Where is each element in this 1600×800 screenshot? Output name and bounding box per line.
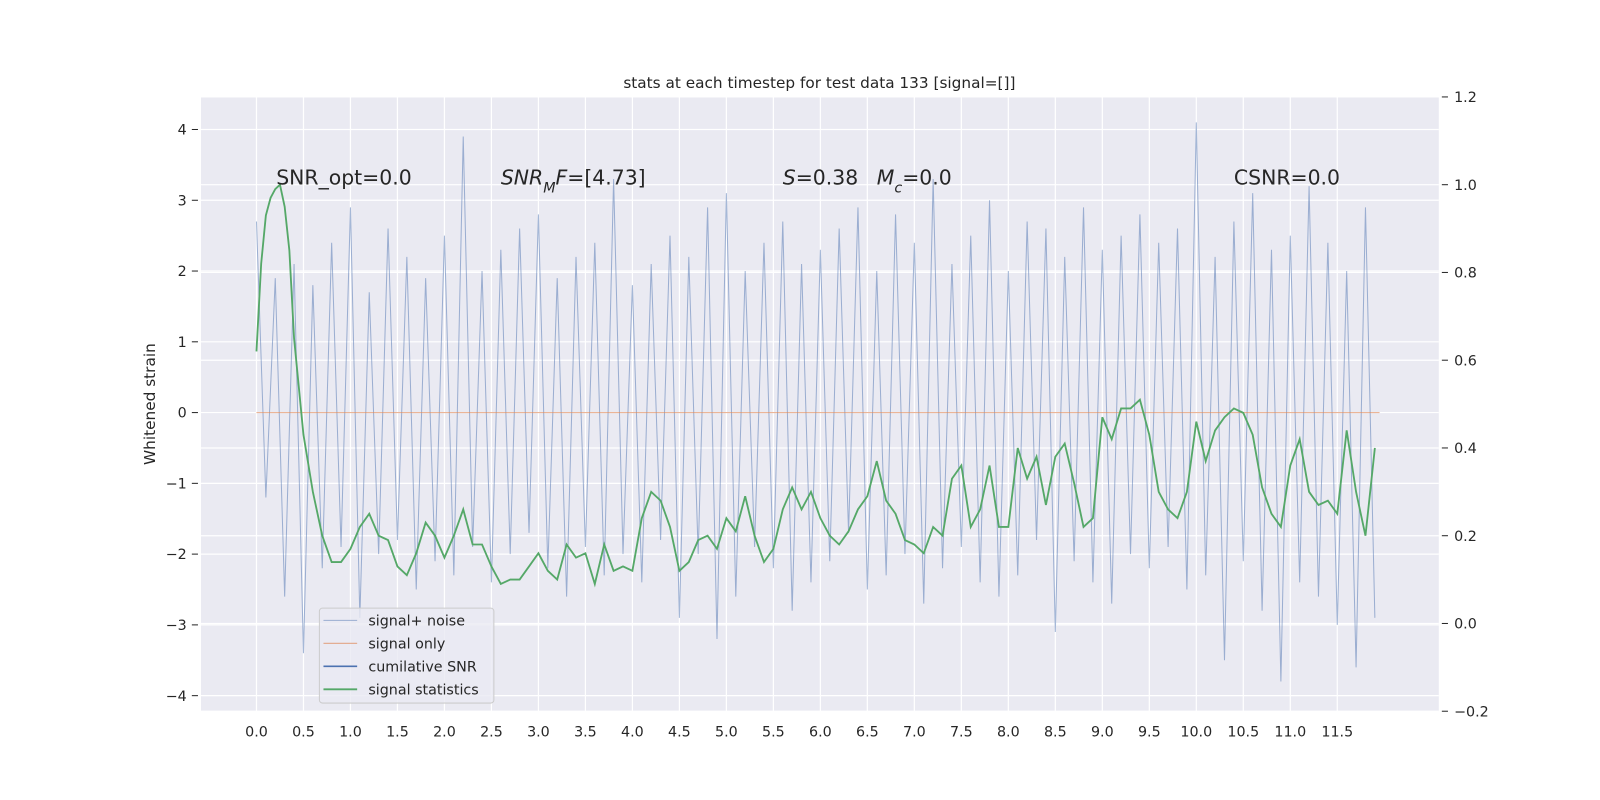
annotation-part: CSNR=0.0 bbox=[1234, 166, 1340, 190]
annotation: SNR_opt=0.0 bbox=[276, 166, 412, 191]
x-tick-label: 2.5 bbox=[480, 725, 503, 741]
legend-label: signal+ noise bbox=[368, 614, 465, 630]
x-tick-label: 5.5 bbox=[762, 725, 785, 741]
y-tick-label: 4 bbox=[178, 123, 187, 139]
legend-label: signal only bbox=[368, 636, 445, 652]
x-tick-label: 10.5 bbox=[1227, 725, 1259, 741]
x-tick-label: 3.0 bbox=[527, 725, 550, 741]
y-tick-label: −4 bbox=[166, 689, 187, 705]
annotation-part: SNR bbox=[501, 166, 543, 190]
legend-label: signal statistics bbox=[368, 682, 478, 698]
y-tick-label: −2 bbox=[166, 547, 187, 563]
y-tick-label: −1 bbox=[166, 476, 187, 492]
x-tick-label: 1.0 bbox=[339, 725, 362, 741]
y-tick-label: −3 bbox=[166, 618, 187, 634]
x-tick-label: 4.0 bbox=[621, 725, 644, 741]
series-line bbox=[255, 182, 1376, 588]
y2-tick-label: 1.2 bbox=[1454, 90, 1477, 106]
x-tick-label: 4.5 bbox=[668, 725, 691, 741]
x-tick-label: 2.0 bbox=[433, 725, 456, 741]
x-tick-label: 6.5 bbox=[856, 725, 879, 741]
annotation-part: =0.38 bbox=[796, 166, 859, 190]
annotation-part: S bbox=[783, 166, 796, 190]
x-tick-label: 0.0 bbox=[245, 725, 268, 741]
annotation-part: M bbox=[877, 166, 895, 190]
x-tick-label: 10.0 bbox=[1180, 725, 1212, 741]
y2-tick-label: 1.0 bbox=[1454, 178, 1477, 194]
annotation-part: =[4.73] bbox=[567, 166, 645, 190]
annotation-part: F bbox=[556, 166, 568, 190]
x-tick-label: 11.5 bbox=[1321, 725, 1353, 741]
y-tick-label: 1 bbox=[178, 335, 187, 351]
y-tick-label: 2 bbox=[178, 264, 187, 280]
x-tick-label: 7.0 bbox=[903, 725, 926, 741]
y-axis-label: Whitened strain bbox=[141, 343, 159, 465]
annotation: Mc=0.0 bbox=[877, 166, 952, 197]
annotation: SNRMF=[4.73] bbox=[501, 166, 646, 197]
annotation-part: c bbox=[894, 181, 902, 197]
y2-tick-label: −0.2 bbox=[1454, 704, 1489, 720]
annotation-part: M bbox=[543, 181, 555, 197]
y-tick-label: 3 bbox=[178, 193, 187, 209]
x-tick-label: 8.0 bbox=[997, 725, 1020, 741]
x-tick-label: 11.0 bbox=[1274, 725, 1306, 741]
legend-box bbox=[318, 607, 495, 704]
annotation-part: =0.0 bbox=[902, 166, 952, 190]
annotation-part: SNR_opt=0.0 bbox=[276, 166, 412, 191]
y-tick-label: 0 bbox=[178, 406, 187, 422]
y2-tick-label: 0.2 bbox=[1454, 529, 1477, 545]
x-tick-label: 3.5 bbox=[574, 725, 597, 741]
x-tick-label: 0.5 bbox=[292, 725, 315, 741]
x-tick-label: 9.0 bbox=[1091, 725, 1114, 741]
y2-tick-label: 0.4 bbox=[1454, 441, 1477, 457]
x-tick-label: 6.0 bbox=[809, 725, 832, 741]
y2-tick-label: 0.8 bbox=[1454, 266, 1477, 282]
series-line bbox=[255, 122, 1376, 682]
legend-label: cumilative SNR bbox=[368, 659, 476, 675]
x-tick-label: 5.0 bbox=[715, 725, 738, 741]
y2-tick-label: 0.6 bbox=[1454, 353, 1477, 369]
chart-title: stats at each timestep for test data 133… bbox=[623, 74, 1015, 92]
x-tick-label: 1.5 bbox=[386, 725, 409, 741]
x-tick-label: 8.5 bbox=[1044, 725, 1067, 741]
x-tick-label: 7.5 bbox=[950, 725, 973, 741]
x-tick-label: 9.5 bbox=[1138, 725, 1161, 741]
annotation: S=0.38 bbox=[783, 166, 858, 190]
y2-tick-label: 0.0 bbox=[1454, 617, 1477, 633]
annotation: CSNR=0.0 bbox=[1234, 166, 1340, 190]
